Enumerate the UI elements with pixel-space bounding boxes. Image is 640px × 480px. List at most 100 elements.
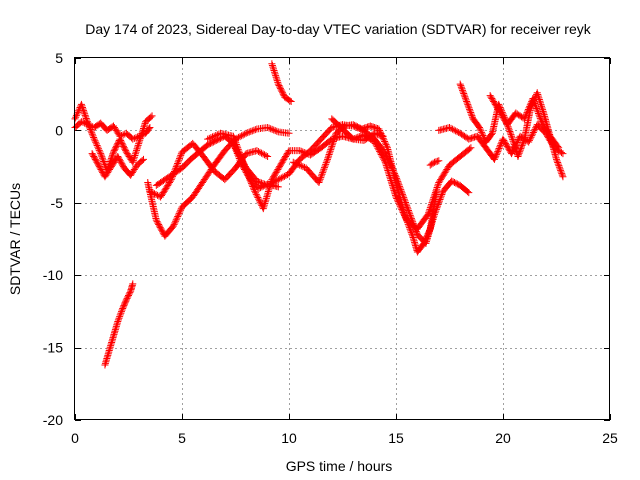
data-point xyxy=(497,110,505,118)
data-point xyxy=(462,96,470,104)
data-point xyxy=(135,140,143,148)
data-point xyxy=(264,188,272,196)
data-point xyxy=(159,189,167,197)
data-point xyxy=(114,152,122,160)
data-point xyxy=(387,178,395,186)
data-point xyxy=(159,228,167,236)
data-point xyxy=(149,189,157,197)
data-point xyxy=(385,171,393,179)
data-point xyxy=(508,148,516,156)
data-point xyxy=(147,188,155,196)
data-point xyxy=(506,127,514,135)
data-point xyxy=(257,149,265,157)
data-point xyxy=(118,131,126,139)
data-point xyxy=(349,135,357,143)
data-point xyxy=(407,227,415,235)
y-tick-labels: -20 -15 -10 -5 0 5 xyxy=(43,50,63,428)
data-point xyxy=(425,207,433,215)
data-point xyxy=(273,176,281,184)
data-point xyxy=(534,92,542,100)
data-point xyxy=(466,145,474,153)
data-point xyxy=(94,143,102,151)
data-point xyxy=(534,90,542,98)
data-point xyxy=(116,157,124,165)
data-point xyxy=(533,106,541,114)
data-point xyxy=(98,153,106,161)
data-point xyxy=(499,113,507,121)
data-point xyxy=(134,143,142,151)
data-point xyxy=(232,145,240,153)
data-point xyxy=(74,108,82,116)
data-point xyxy=(96,148,104,156)
data-point xyxy=(531,100,539,108)
x-tick-label: 20 xyxy=(495,430,511,446)
data-point xyxy=(529,130,537,138)
data-point xyxy=(505,126,513,134)
data-point xyxy=(508,132,516,140)
data-point xyxy=(234,148,242,156)
data-point xyxy=(530,127,538,135)
data-point xyxy=(122,296,130,304)
data-point xyxy=(116,132,124,140)
data-point xyxy=(110,148,118,156)
data-point xyxy=(276,84,284,92)
data-point xyxy=(79,118,87,126)
data-point xyxy=(327,146,335,154)
data-point xyxy=(526,135,534,143)
data-point xyxy=(268,60,276,68)
data-point xyxy=(296,161,304,169)
data-point xyxy=(453,128,461,136)
data-point xyxy=(163,183,171,191)
data-point xyxy=(536,114,544,122)
data-point xyxy=(175,155,183,163)
data-point xyxy=(264,152,272,160)
data-point xyxy=(465,189,473,197)
data-point xyxy=(274,80,282,88)
data-point xyxy=(169,171,177,179)
data-point xyxy=(328,141,336,149)
data-point xyxy=(377,130,385,138)
data-point xyxy=(278,87,286,95)
data-point xyxy=(119,305,127,313)
data-point xyxy=(261,199,269,207)
data-points xyxy=(71,60,567,369)
data-point xyxy=(329,139,337,147)
data-point xyxy=(460,91,468,99)
data-point xyxy=(391,191,399,199)
data-point xyxy=(520,137,528,145)
data-point xyxy=(525,104,533,112)
data-point xyxy=(429,159,437,167)
data-point xyxy=(437,174,445,182)
data-point xyxy=(510,141,518,149)
data-point xyxy=(492,102,500,110)
data-point xyxy=(235,150,243,158)
data-point xyxy=(236,153,244,161)
y-tick-label: -10 xyxy=(43,267,63,283)
data-point xyxy=(495,144,503,152)
data-point xyxy=(282,152,290,160)
data-point xyxy=(267,180,275,188)
data-point xyxy=(239,158,247,166)
data-point xyxy=(166,179,174,187)
data-point xyxy=(323,157,331,165)
data-point xyxy=(92,157,100,165)
data-point xyxy=(251,126,259,134)
data-point xyxy=(446,124,453,132)
data-point xyxy=(468,112,476,120)
data-point xyxy=(88,150,96,158)
data-point xyxy=(327,144,335,152)
data-point xyxy=(388,181,396,189)
data-point xyxy=(108,153,116,161)
data-point xyxy=(409,232,417,240)
data-point xyxy=(434,202,442,210)
series-arc-c xyxy=(88,150,147,181)
data-point xyxy=(272,73,280,81)
data-point xyxy=(523,109,531,117)
data-point xyxy=(322,159,330,167)
data-point xyxy=(120,302,128,310)
data-point xyxy=(459,88,467,96)
data-point xyxy=(205,134,213,142)
data-point xyxy=(125,291,132,299)
data-point xyxy=(132,148,140,156)
data-point xyxy=(453,180,461,188)
